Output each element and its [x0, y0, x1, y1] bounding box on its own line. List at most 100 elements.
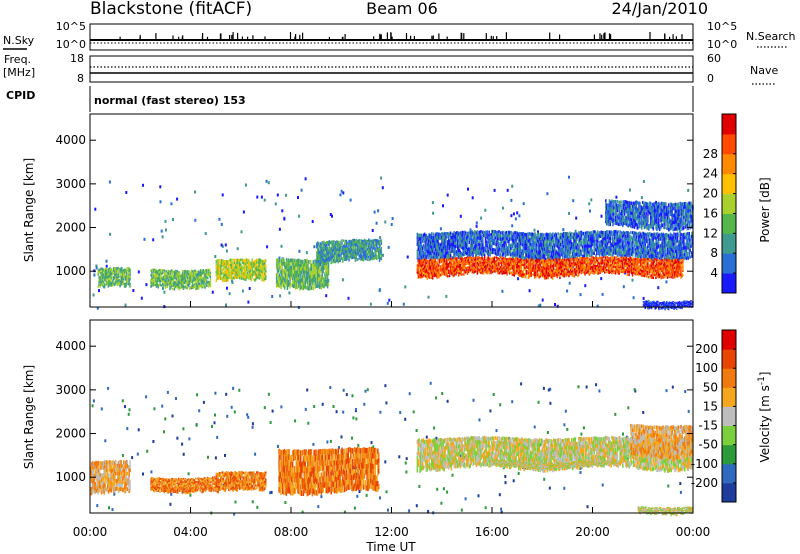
heatmap-cell	[302, 274, 305, 279]
heatmap-cell	[642, 235, 645, 239]
nsearch-tick-bottom: 10^0	[707, 38, 737, 51]
heatmap-cell	[486, 270, 489, 273]
heatmap-cell	[638, 241, 640, 245]
heatmap-cell	[497, 259, 499, 262]
heatmap-cell	[356, 250, 358, 254]
heatmap-cell	[508, 240, 510, 244]
heatmap-cell	[301, 270, 303, 275]
heatmap-cell	[327, 261, 330, 265]
heatmap-cell	[434, 267, 437, 270]
heatmap-cell	[237, 273, 239, 277]
heatmap-cell	[361, 239, 364, 243]
heatmap-cell	[609, 252, 611, 256]
heatmap-cell	[429, 274, 431, 277]
heatmap-cell	[588, 247, 590, 251]
heatmap-cell	[509, 253, 512, 257]
heatmap-cell	[491, 262, 493, 265]
heatmap-cell	[153, 273, 155, 276]
heatmap-cell	[681, 243, 683, 247]
heatmap-cell	[215, 265, 218, 269]
heatmap-cell	[377, 249, 379, 253]
heatmap-cell	[579, 237, 582, 241]
heatmap-cell	[621, 250, 623, 254]
heatmap-cell	[667, 255, 670, 259]
heatmap-cell	[689, 238, 691, 243]
heatmap-cell	[254, 268, 256, 271]
heatmap-cell	[257, 266, 260, 269]
heatmap-cell	[337, 241, 340, 244]
heatmap-cell	[330, 241, 332, 245]
heatmap-cell	[280, 281, 282, 286]
heatmap-cell	[501, 237, 504, 241]
heatmap-cell	[646, 256, 648, 260]
heatmap-cell	[153, 283, 156, 286]
heatmap-cell	[305, 267, 307, 271]
heatmap-cell	[155, 271, 158, 275]
heatmap-cell	[307, 279, 309, 283]
heatmap-cell	[446, 261, 448, 264]
heatmap-cell	[187, 283, 189, 287]
heatmap-cell	[298, 269, 300, 274]
heatmap-cell	[251, 260, 253, 264]
heatmap-cell	[596, 239, 598, 243]
heatmap-cell	[167, 276, 169, 279]
heatmap-cell	[436, 262, 438, 265]
heatmap-cell	[575, 232, 577, 236]
heatmap-cell	[115, 273, 118, 276]
heatmap-cell	[664, 233, 666, 238]
heatmap-cell	[517, 242, 519, 246]
heatmap-cell	[191, 281, 194, 285]
heatmap-cell	[598, 234, 601, 238]
heatmap-cell	[320, 255, 323, 258]
heatmap-cell	[564, 238, 567, 242]
heatmap-cell	[478, 230, 480, 234]
heatmap-cell	[170, 281, 172, 284]
heatmap-cell	[425, 259, 428, 262]
heatmap-cell	[662, 239, 664, 243]
heatmap-cell	[127, 278, 129, 281]
heatmap-cell	[620, 254, 622, 258]
heatmap-cell	[420, 254, 422, 258]
nsearch-label: N.Search	[746, 30, 796, 43]
heatmap-cell	[121, 275, 123, 278]
heatmap-cell	[577, 253, 579, 257]
heatmap-cell	[465, 241, 467, 245]
heatmap-cell	[176, 283, 178, 286]
heatmap-cell	[623, 248, 626, 252]
heatmap-cell	[652, 240, 655, 245]
heatmap-cell	[200, 274, 203, 277]
heatmap-cell	[122, 273, 125, 276]
heatmap-cell	[444, 238, 446, 243]
heatmap-cell	[168, 282, 170, 285]
heatmap-cell	[445, 235, 447, 239]
heatmap-cell	[314, 281, 316, 286]
heatmap-cell	[509, 246, 512, 251]
heatmap-cell	[546, 246, 549, 250]
heatmap-cell	[287, 272, 290, 277]
heatmap-cell	[286, 282, 289, 287]
heatmap-cell	[491, 260, 493, 263]
heatmap-cell	[455, 258, 457, 261]
heatmap-cell	[317, 260, 320, 263]
heatmap-cell	[566, 245, 568, 249]
heatmap-cell	[107, 273, 109, 276]
heatmap-cell	[111, 281, 113, 284]
heatmap-cell	[449, 263, 452, 266]
heatmap-cell	[669, 249, 672, 253]
heatmap-cell	[104, 272, 107, 275]
heatmap-cell	[368, 248, 370, 251]
heatmap-cell	[255, 267, 257, 270]
heatmap-cell	[587, 230, 589, 235]
heatmap-cell	[478, 249, 480, 253]
heatmap-cell	[492, 239, 495, 242]
heatmap-cell	[293, 276, 296, 281]
heatmap-cell	[334, 246, 337, 250]
heatmap-cell	[161, 277, 163, 280]
heatmap-cell	[482, 252, 484, 256]
heatmap-cell	[336, 243, 339, 246]
heatmap-cell	[602, 250, 604, 254]
heatmap-cell	[317, 244, 319, 247]
heatmap-cell	[457, 260, 460, 264]
heatmap-cell	[490, 251, 492, 255]
heatmap-cell	[505, 253, 507, 257]
